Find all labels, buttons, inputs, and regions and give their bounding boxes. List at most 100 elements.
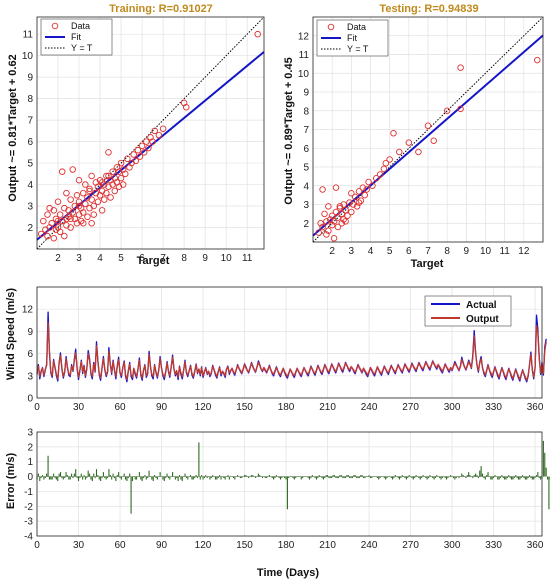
data-point (98, 179, 106, 186)
data-point (63, 189, 70, 197)
x-tick-label: 11 (499, 246, 510, 257)
error-bar (386, 476, 388, 479)
error-bar (79, 476, 81, 479)
testing-plot (312, 16, 544, 243)
output-series-line (36, 321, 547, 381)
legend-fit-label: Fit (71, 32, 81, 42)
error-bar (109, 475, 111, 477)
x-tick-label: 0 (34, 402, 40, 413)
error-bar (285, 476, 287, 480)
error-bar (421, 476, 423, 479)
error-bar (224, 476, 226, 480)
testing-xlabel: Target (411, 258, 444, 270)
error-bar (73, 473, 75, 477)
error-bar (203, 476, 205, 479)
error-bar (433, 476, 435, 480)
error-bar (379, 476, 381, 479)
data-point (323, 218, 330, 225)
x-tick-label: 180 (278, 402, 295, 413)
error-bar (76, 476, 78, 479)
error-ylabel: Error (m/s) (5, 453, 17, 510)
data-point (94, 183, 102, 190)
error-bar (112, 473, 114, 477)
data-point (430, 137, 438, 144)
error-bar (376, 476, 378, 479)
error-bar (404, 476, 406, 479)
data-point (334, 214, 342, 221)
error-bar (127, 476, 129, 479)
y-tick-label: -1 (24, 487, 33, 498)
x-tick-label: 90 (156, 402, 168, 413)
error-bar (397, 476, 399, 479)
error-bar (461, 473, 463, 477)
error-bar (90, 476, 92, 480)
data-point (159, 125, 167, 132)
error-bar (118, 472, 120, 477)
x-tick-label: 8 (444, 246, 450, 257)
wind-speed-legend: Actual Output (424, 295, 512, 327)
error-bar (130, 476, 132, 514)
data-point (124, 155, 131, 163)
x-tick-label: 60 (114, 402, 126, 413)
data-point (457, 64, 464, 71)
error-bar (65, 472, 67, 477)
error-bar (77, 476, 80, 482)
legend-identity-label: Y = T (71, 43, 93, 53)
error-bar (53, 473, 55, 477)
x-tick-label: 4 (368, 246, 374, 257)
x-tick-label: 10 (480, 246, 492, 257)
error-bar (354, 475, 356, 477)
error-bar (511, 476, 513, 480)
error-xlabel: Time (Days) (257, 567, 319, 579)
error-bar (210, 476, 212, 479)
error-bar (264, 476, 266, 479)
data-point (323, 231, 330, 238)
x-tick-label: 4 (97, 253, 103, 264)
x-tick-label: 7 (425, 246, 431, 257)
y-tick-label: 6 (27, 349, 33, 360)
x-tick-label: 3 (76, 253, 82, 264)
error-bar (219, 475, 221, 477)
training-xlabel: Target (137, 255, 170, 267)
x-tick-label: 210 (319, 402, 336, 413)
error-bar (115, 476, 117, 482)
error-bar (353, 475, 355, 477)
error-bar (102, 472, 104, 477)
error-bar (82, 476, 84, 480)
data-point (353, 203, 361, 210)
wind-speed-ylabel: Wind Speed (m/s) (5, 288, 17, 381)
error-bar (468, 472, 470, 477)
training-ticks: 2 3 4 5 6 7 8 9 10 11 2 3 4 5 6 7 8 9 10 11 (22, 30, 253, 264)
error-bar (357, 476, 359, 479)
error-bar (520, 476, 522, 479)
error-bar (44, 476, 46, 479)
y-tick-label: -2 (24, 502, 33, 513)
data-point (363, 186, 370, 193)
y-tick-label: 8 (27, 94, 33, 105)
data-point (82, 181, 89, 188)
error-bar (516, 476, 518, 479)
error-bar (401, 475, 403, 477)
data-point (424, 122, 432, 129)
error-bar (432, 476, 434, 479)
data-point (140, 149, 148, 156)
data-point (101, 196, 108, 203)
error-bar (145, 476, 147, 480)
error-bar (501, 475, 503, 477)
error-bar (257, 473, 259, 477)
y-tick-label: 3 (27, 202, 33, 213)
error-bar (339, 475, 341, 477)
error-bar (325, 475, 327, 477)
error-bar (250, 475, 252, 477)
error-bar (119, 476, 121, 479)
legend-data-marker (51, 22, 59, 30)
error-bar (311, 475, 313, 477)
error-bar (548, 476, 550, 510)
data-point (382, 159, 390, 167)
data-point (134, 146, 142, 154)
data-point (325, 227, 332, 234)
error-bar (292, 476, 294, 479)
error-bar (48, 476, 50, 480)
error-bar (105, 476, 107, 480)
error-bar (361, 475, 363, 477)
